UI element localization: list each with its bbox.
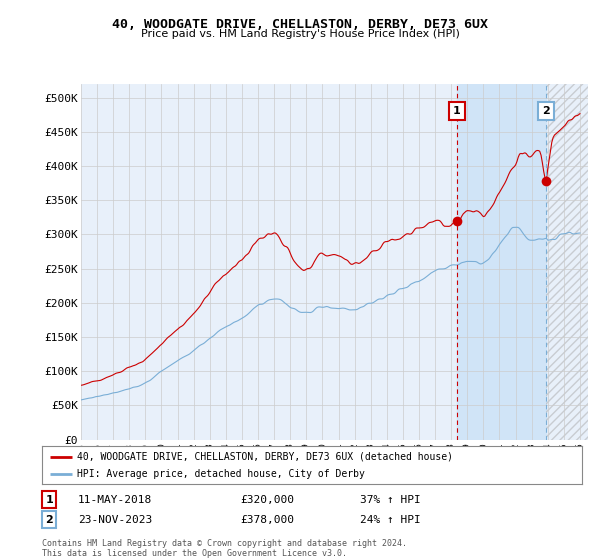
Text: £378,000: £378,000 xyxy=(240,515,294,525)
Bar xyxy=(546,84,588,440)
Text: 1: 1 xyxy=(453,106,461,116)
Text: 11-MAY-2018: 11-MAY-2018 xyxy=(78,494,152,505)
Text: 40, WOODGATE DRIVE, CHELLASTON, DERBY, DE73 6UX (detached house): 40, WOODGATE DRIVE, CHELLASTON, DERBY, D… xyxy=(77,451,453,461)
Text: Price paid vs. HM Land Registry's House Price Index (HPI): Price paid vs. HM Land Registry's House … xyxy=(140,29,460,39)
Text: HPI: Average price, detached house, City of Derby: HPI: Average price, detached house, City… xyxy=(77,469,365,479)
Text: 24% ↑ HPI: 24% ↑ HPI xyxy=(360,515,421,525)
Bar xyxy=(457,84,546,440)
Text: 40, WOODGATE DRIVE, CHELLASTON, DERBY, DE73 6UX: 40, WOODGATE DRIVE, CHELLASTON, DERBY, D… xyxy=(112,18,488,31)
Text: £320,000: £320,000 xyxy=(240,494,294,505)
Text: 2: 2 xyxy=(46,515,53,525)
Text: 23-NOV-2023: 23-NOV-2023 xyxy=(78,515,152,525)
Text: Contains HM Land Registry data © Crown copyright and database right 2024.
This d: Contains HM Land Registry data © Crown c… xyxy=(42,539,407,558)
Bar xyxy=(546,84,588,440)
Text: 1: 1 xyxy=(46,494,53,505)
Text: 2: 2 xyxy=(542,106,550,116)
Text: 37% ↑ HPI: 37% ↑ HPI xyxy=(360,494,421,505)
